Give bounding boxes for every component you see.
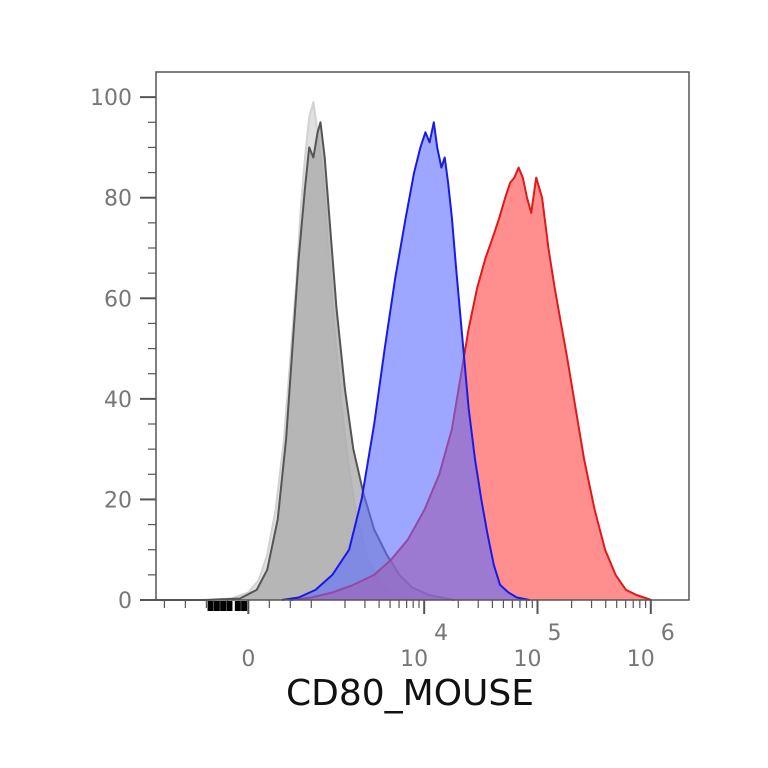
x-tick-cluster-mark xyxy=(220,601,227,611)
x-tick-cluster-mark xyxy=(207,601,214,611)
y-tick-label: 60 xyxy=(104,287,132,312)
x-tick-label: 10 xyxy=(627,647,655,672)
y-tick-label: 80 xyxy=(104,187,132,212)
x-tick-exponent: 5 xyxy=(547,621,561,646)
x-tick-cluster-mark xyxy=(241,601,248,611)
x-tick-exponent: 4 xyxy=(434,621,448,646)
series-blue-area xyxy=(281,122,530,601)
series-blue-line xyxy=(281,121,530,601)
series-red-area xyxy=(290,167,652,600)
series-dark-gray-area xyxy=(156,122,454,601)
y-tick-label: 0 xyxy=(118,589,132,614)
x-tick-cluster-mark xyxy=(213,601,220,611)
plot-frame xyxy=(155,71,690,601)
series-layer xyxy=(156,101,652,601)
x-tick-label: 0 xyxy=(241,647,255,672)
y-tick-label: 40 xyxy=(104,388,132,413)
x-tick-exponent: 6 xyxy=(661,621,675,646)
y-tick-label: 100 xyxy=(90,86,132,111)
x-axis-title: CD80_MOUSE xyxy=(286,673,534,714)
x-tick-cluster-mark xyxy=(226,601,233,611)
y-axis: 0 20 40 60 80 100 xyxy=(90,86,156,614)
x-tick-label: 10 xyxy=(513,647,541,672)
x-tick-cluster-mark xyxy=(234,601,241,611)
x-tick-label: 10 xyxy=(400,647,428,672)
y-tick-label: 20 xyxy=(104,488,132,513)
